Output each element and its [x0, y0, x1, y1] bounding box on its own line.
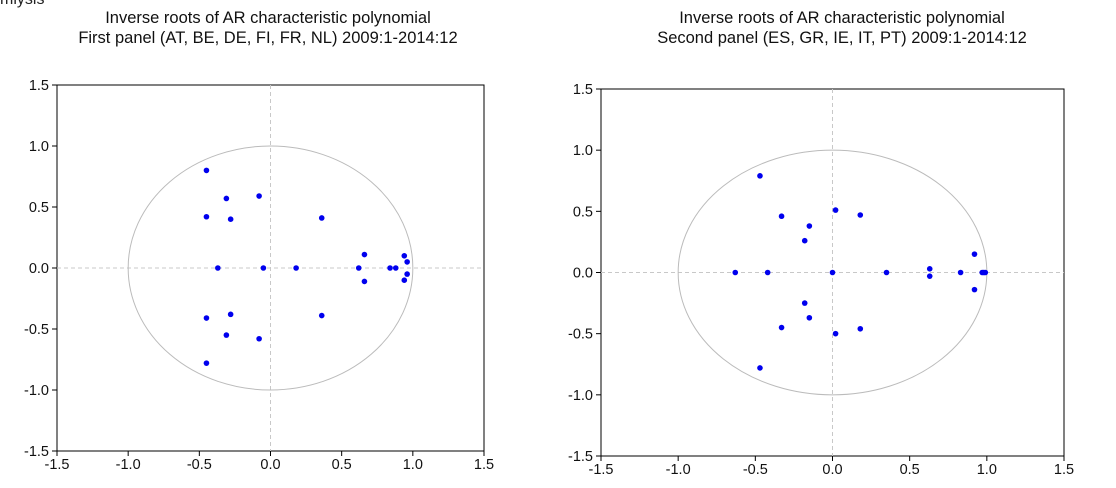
root-point	[203, 315, 210, 321]
y-tick-label: -1.0	[568, 388, 593, 404]
root-point	[260, 265, 267, 271]
root-point	[806, 314, 813, 321]
root-point	[256, 335, 262, 342]
y-tick-label: 1.5	[573, 82, 593, 98]
root-point	[829, 269, 836, 276]
root-point	[387, 265, 393, 271]
y-tick-label: -1.0	[24, 383, 49, 399]
root-point	[318, 312, 325, 319]
chart-title: Inverse roots of AR characteristic polyn…	[105, 9, 431, 27]
chart-panel-first: Inverse roots of AR characteristic polyn…	[0, 0, 556, 488]
y-tick-label: 0.0	[573, 266, 593, 282]
root-point	[806, 223, 813, 229]
chart-subtitle: First panel (AT, BE, DE, FI, FR, NL) 200…	[78, 29, 458, 47]
chart-panel-second: Inverse roots of AR characteristic polyn…	[556, 0, 1116, 488]
root-point	[832, 207, 839, 213]
x-tick-label: -0.5	[187, 457, 212, 473]
root-point	[256, 193, 262, 199]
x-tick-label: -1.5	[589, 462, 614, 478]
root-point	[971, 251, 978, 257]
x-tick-label: -1.5	[45, 457, 70, 473]
y-tick-label: 1.5	[29, 78, 49, 94]
y-tick-label: -1.5	[24, 444, 49, 460]
root-point	[778, 213, 785, 220]
root-point	[757, 173, 763, 179]
x-tick-label: 0.5	[332, 457, 352, 473]
y-tick-label: -0.5	[24, 322, 49, 338]
root-point	[223, 332, 230, 338]
x-tick-label: -1.0	[666, 462, 691, 478]
root-point	[361, 278, 368, 285]
chart-title-block: Inverse roots of AR characteristic polyn…	[0, 8, 546, 48]
y-tick-label: -0.5	[568, 327, 593, 343]
header-fragment: mlysis	[0, 0, 44, 9]
root-point	[293, 265, 299, 271]
root-point	[404, 259, 410, 265]
y-tick-label: 0.0	[29, 261, 49, 277]
x-tick-label: 0.5	[900, 462, 920, 478]
root-point	[203, 213, 210, 220]
root-point	[801, 300, 808, 306]
root-point	[857, 325, 864, 332]
root-point	[957, 269, 964, 276]
root-point	[778, 324, 785, 331]
root-point	[732, 269, 739, 276]
chart-title-block: Inverse roots of AR characteristic polyn…	[562, 8, 1116, 48]
root-point	[215, 265, 221, 271]
root-point	[832, 330, 839, 337]
y-tick-label: 1.0	[29, 139, 49, 155]
root-point	[223, 195, 230, 202]
unit-circle	[127, 145, 414, 391]
x-tick-label: 1.5	[474, 457, 494, 473]
x-tick-label: 0.0	[260, 457, 280, 473]
root-point	[926, 273, 933, 279]
root-point	[971, 286, 978, 293]
x-tick-label: 1.0	[403, 457, 423, 473]
scatter-plot-first: -1.5 -1.0 -0.5 0.0 0.5 1.0 1.5 1.5 1.0 0.5 0.0 -0.5…	[24, 78, 494, 473]
root-point	[404, 271, 410, 277]
x-tick-label: -1.0	[116, 457, 141, 473]
chart-title: Inverse roots of AR characteristic polyn…	[679, 9, 1005, 27]
root-point	[857, 212, 864, 218]
root-point	[982, 269, 989, 276]
root-point	[355, 265, 362, 271]
y-tick-label: 0.5	[29, 200, 49, 216]
root-point	[227, 311, 234, 318]
root-point	[401, 253, 408, 259]
root-point	[801, 237, 808, 244]
y-tick-label: 0.5	[573, 204, 593, 220]
root-point	[203, 360, 210, 366]
root-point	[764, 269, 771, 276]
x-tick-label: 0.0	[822, 462, 842, 478]
root-point	[883, 269, 890, 276]
root-point	[203, 167, 210, 174]
x-tick-label: 1.5	[1054, 462, 1074, 478]
scatter-plot-second: -1.5 -1.0 -0.5 0.0 0.5 1.0 1.5 1.5 1.0 0.5 0.0 -0.5…	[568, 82, 1074, 478]
root-point	[757, 365, 763, 371]
root-point	[926, 266, 933, 272]
x-tick-label: -0.5	[743, 462, 768, 478]
y-tick-label: 1.0	[573, 143, 593, 159]
root-point	[361, 251, 368, 258]
root-point	[227, 216, 234, 222]
root-point	[392, 265, 399, 271]
y-tick-label: -1.5	[568, 449, 593, 465]
root-point	[318, 215, 325, 221]
root-point	[401, 277, 408, 284]
chart-subtitle: Second panel (ES, GR, IE, IT, PT) 2009:1…	[657, 29, 1027, 47]
x-tick-label: 1.0	[977, 462, 997, 478]
